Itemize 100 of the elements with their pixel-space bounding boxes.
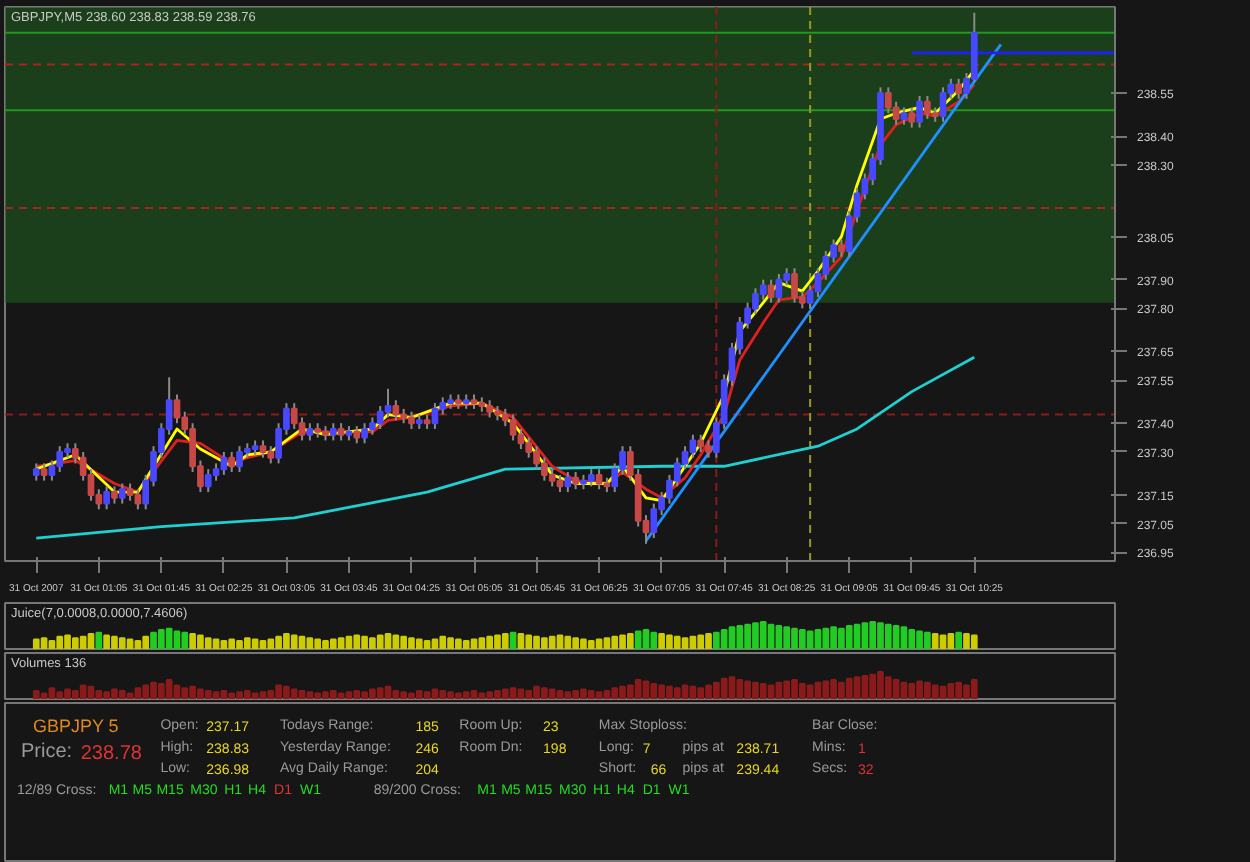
bar: [251, 638, 259, 649]
bar: [462, 691, 470, 699]
bar: [830, 626, 837, 649]
bar: [830, 679, 837, 699]
candlestick: [298, 416, 306, 442]
bar: [173, 684, 181, 699]
bar: [48, 639, 56, 649]
bar: [267, 638, 275, 649]
bar: [181, 687, 189, 699]
bar: [556, 634, 564, 649]
bar: [619, 634, 626, 649]
candlestick: [56, 445, 64, 474]
bar: [783, 626, 791, 649]
candlestick: [759, 278, 767, 301]
bar: [423, 691, 431, 699]
candlestick: [118, 482, 126, 505]
bar: [408, 692, 415, 699]
bar: [392, 689, 400, 699]
candlestick: [392, 399, 400, 422]
bar: [838, 681, 845, 699]
bar: [619, 685, 626, 699]
bar: [478, 637, 486, 649]
bar: [658, 633, 665, 649]
bar: [243, 637, 251, 649]
bar: [666, 685, 673, 699]
bar: [79, 684, 87, 699]
bar: [892, 625, 900, 649]
bar: [728, 626, 736, 649]
candlestick: [564, 471, 572, 494]
bar: [275, 684, 282, 699]
bar: [181, 631, 189, 649]
bar: [931, 684, 939, 699]
bar: [533, 635, 540, 649]
bar: [634, 630, 642, 649]
bar: [877, 622, 884, 649]
bar: [884, 676, 892, 699]
bar: [642, 629, 650, 649]
bar: [908, 683, 916, 699]
bar: [345, 691, 353, 699]
bar: [470, 638, 478, 649]
bar: [392, 634, 400, 649]
candlestick: [525, 436, 533, 459]
candlestick: [236, 445, 243, 474]
bar: [290, 688, 298, 699]
bar: [353, 689, 361, 699]
candlestick: [924, 94, 931, 120]
bar: [712, 631, 720, 649]
bar: [322, 639, 329, 649]
bar: [494, 634, 501, 649]
bar: [157, 629, 165, 649]
bar: [126, 638, 134, 649]
bar: [220, 689, 228, 699]
bar: [40, 692, 48, 699]
bar: [970, 634, 978, 649]
bar: [447, 691, 454, 699]
bar: [939, 634, 947, 649]
bar: [603, 689, 611, 699]
bar: [798, 629, 806, 649]
bar: [689, 635, 697, 649]
bar: [720, 677, 728, 699]
bar: [259, 691, 267, 699]
bar: [892, 679, 900, 699]
candlestick: [908, 106, 916, 129]
candlestick: [48, 459, 56, 482]
candlestick: [361, 422, 368, 445]
bar: [595, 638, 603, 649]
bar: [580, 688, 587, 699]
candlestick: [939, 86, 947, 123]
bar: [204, 689, 212, 699]
bar: [501, 633, 509, 649]
bar: [103, 634, 110, 649]
bar: [916, 630, 923, 649]
candlestick: [228, 450, 236, 474]
bar: [627, 633, 634, 649]
bar: [564, 635, 572, 649]
bar: [32, 638, 40, 649]
bar: [157, 683, 165, 699]
bar: [900, 681, 908, 699]
candlestick: [955, 77, 963, 100]
bar: [415, 638, 423, 649]
bar: [744, 680, 751, 699]
bar: [580, 638, 587, 649]
bar: [853, 676, 861, 699]
bar: [845, 677, 853, 699]
bar: [126, 692, 134, 699]
bar: [329, 689, 337, 699]
bar: [650, 683, 658, 699]
bar: [236, 639, 243, 649]
bar: [924, 681, 931, 699]
bar: [337, 637, 345, 649]
bar: [775, 681, 783, 699]
bar: [400, 691, 408, 699]
bar: [228, 638, 236, 649]
bar: [705, 684, 712, 699]
bar: [189, 685, 196, 699]
bar: [681, 684, 689, 699]
bar: [666, 634, 673, 649]
bar: [306, 637, 314, 649]
bar: [494, 689, 501, 699]
bar: [384, 633, 392, 649]
